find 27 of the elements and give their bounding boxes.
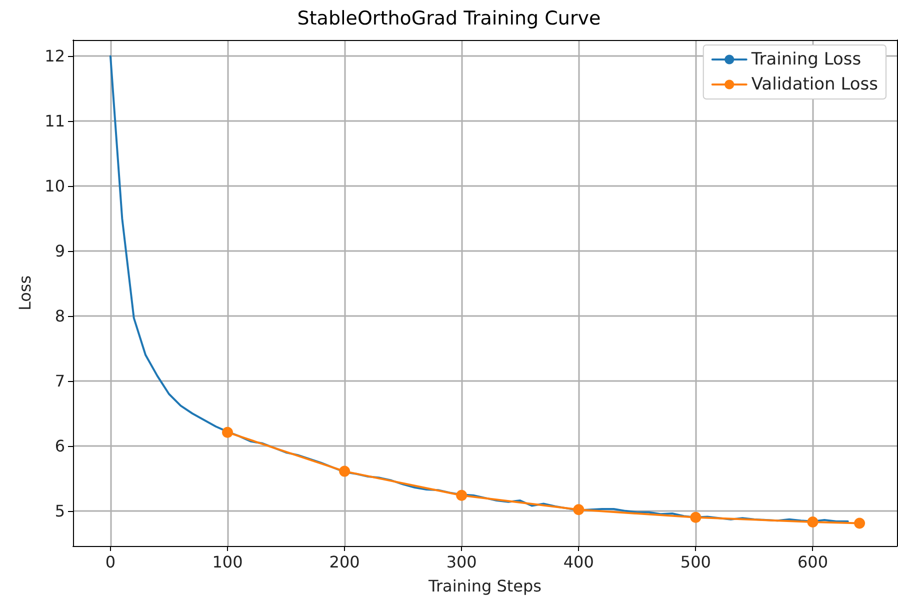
point [807,516,818,528]
x-tick-label: 0 [105,552,116,572]
y-tick-label: 10 [44,176,65,196]
point [456,490,468,501]
legend-label: Validation Loss [751,74,878,94]
point [573,504,584,516]
y-tick-label: 11 [44,112,65,131]
chart-title: StableOrthoGrad Training Curve [297,8,601,30]
y-tick-label: 12 [44,46,65,66]
y-axis-title: Loss [16,275,34,311]
point [854,518,866,529]
point [690,512,702,523]
y-tick-label: 9 [54,242,65,261]
point [339,466,350,477]
x-tick-label: 500 [680,552,711,572]
y-tick-label: 6 [54,436,65,456]
y-tick-label: 5 [54,501,65,520]
x-tick-label: 300 [446,552,477,572]
x-tick-label: 600 [797,552,828,572]
x-tick-label: 400 [563,552,594,572]
y-tick-label: 8 [54,306,65,326]
x-axis-title: Training Steps [428,576,542,596]
point [222,426,233,438]
x-tick-label: 100 [212,552,243,572]
x-tick-label: 200 [329,552,360,572]
legend-label: Training Loss [750,50,862,70]
y-tick-label: 7 [54,372,65,391]
